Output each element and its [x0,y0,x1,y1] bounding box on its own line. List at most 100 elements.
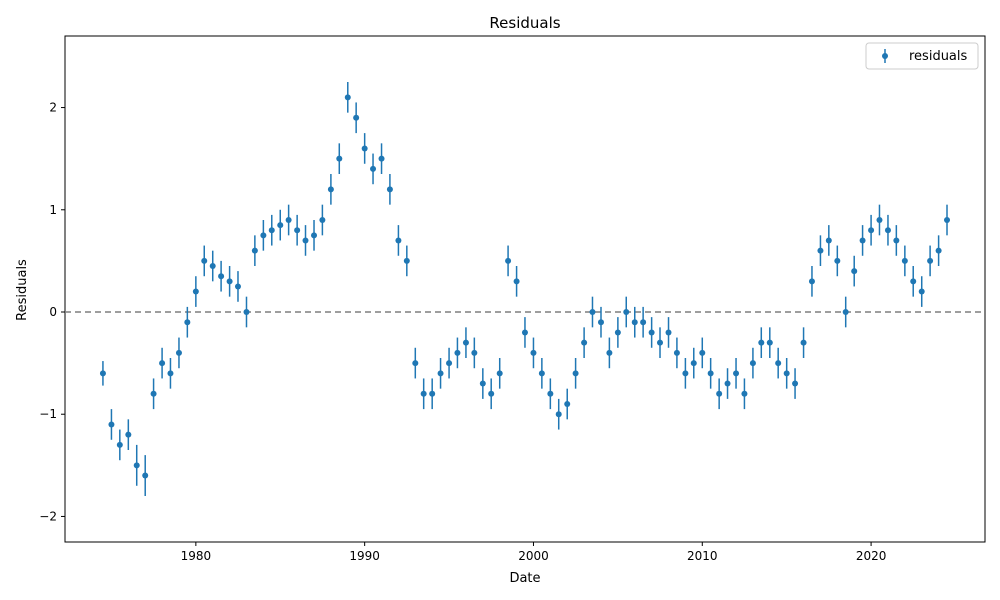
data-point [859,237,866,244]
data-point [488,390,495,397]
data-point [842,309,849,315]
x-axis-title: Date [509,571,540,586]
data-point [682,370,689,377]
data-point [201,257,208,264]
data-point [462,339,469,346]
data-point [572,370,579,377]
data-point [749,360,756,367]
points-group [99,94,951,479]
data-point [479,380,486,387]
data-point [851,268,858,275]
data-point [783,370,790,377]
data-point [716,390,723,397]
data-point [521,329,528,336]
data-point [260,232,267,239]
data-point [386,186,393,193]
data-point [446,360,453,367]
data-point [319,217,326,223]
data-point [673,349,680,356]
data-point [699,349,706,356]
data-point [597,319,604,326]
data-point [623,309,630,315]
data-point [454,349,461,356]
data-point [530,349,537,356]
data-point [901,257,908,264]
data-point [648,329,655,336]
y-tick-label: 2 [49,101,57,115]
data-point [184,319,191,326]
data-point [285,217,292,223]
data-point [657,339,664,346]
data-point [606,349,613,356]
data-point [395,237,402,244]
y-tick-label: 1 [49,203,57,217]
data-point [302,237,309,244]
data-point [775,360,782,367]
data-point [268,227,275,234]
data-point [125,431,132,438]
data-point [741,390,748,397]
data-point [868,227,875,234]
data-point [108,421,115,428]
data-point [243,309,250,315]
data-point [311,232,318,239]
data-point [690,360,697,367]
data-point [437,370,444,377]
data-point [277,222,284,229]
data-point [581,339,588,346]
data-point [564,401,571,407]
data-point [707,370,714,377]
data-point [825,237,832,244]
y-tick-label: 0 [49,305,57,319]
data-point [150,390,157,397]
data-point [792,380,799,387]
data-point [192,288,199,295]
data-point [471,349,478,356]
data-point [589,309,596,315]
x-tick-label: 1980 [181,549,212,563]
data-point [336,155,343,162]
data-point [175,349,182,356]
data-point [918,288,925,295]
data-point [927,257,934,264]
x-tick-label: 2020 [856,549,887,563]
chart-title: Residuals [489,14,560,32]
data-point [412,360,419,367]
data-point [944,217,951,223]
y-axis-title: Residuals [15,259,30,321]
data-point [555,411,562,418]
x-tick-label: 1990 [349,549,380,563]
data-point [665,329,672,336]
data-point [758,339,765,346]
legend-box [865,42,979,70]
data-point [513,278,520,285]
data-point [167,370,174,377]
data-point [640,319,647,326]
data-point [344,94,351,101]
data-point [226,278,233,285]
data-point [884,227,891,234]
data-point [893,237,900,244]
data-point [733,370,740,377]
x-tick-label: 2000 [518,549,549,563]
data-point [327,186,334,193]
data-point [834,257,841,264]
data-point [403,257,410,264]
data-point [505,257,512,264]
data-point [547,390,554,397]
data-point [361,145,368,152]
data-point [378,155,385,162]
legend: residuals [865,42,979,70]
data-point [370,165,377,172]
y-tick-label: −2 [39,509,57,523]
data-point [910,278,917,285]
y-axis: −2 −1 0 1 2 [39,101,65,523]
x-tick-label: 2010 [687,549,718,563]
y-tick-label: −1 [39,407,57,421]
data-point [294,227,301,234]
data-point [218,273,225,280]
data-point [631,319,638,326]
data-point [538,370,545,377]
